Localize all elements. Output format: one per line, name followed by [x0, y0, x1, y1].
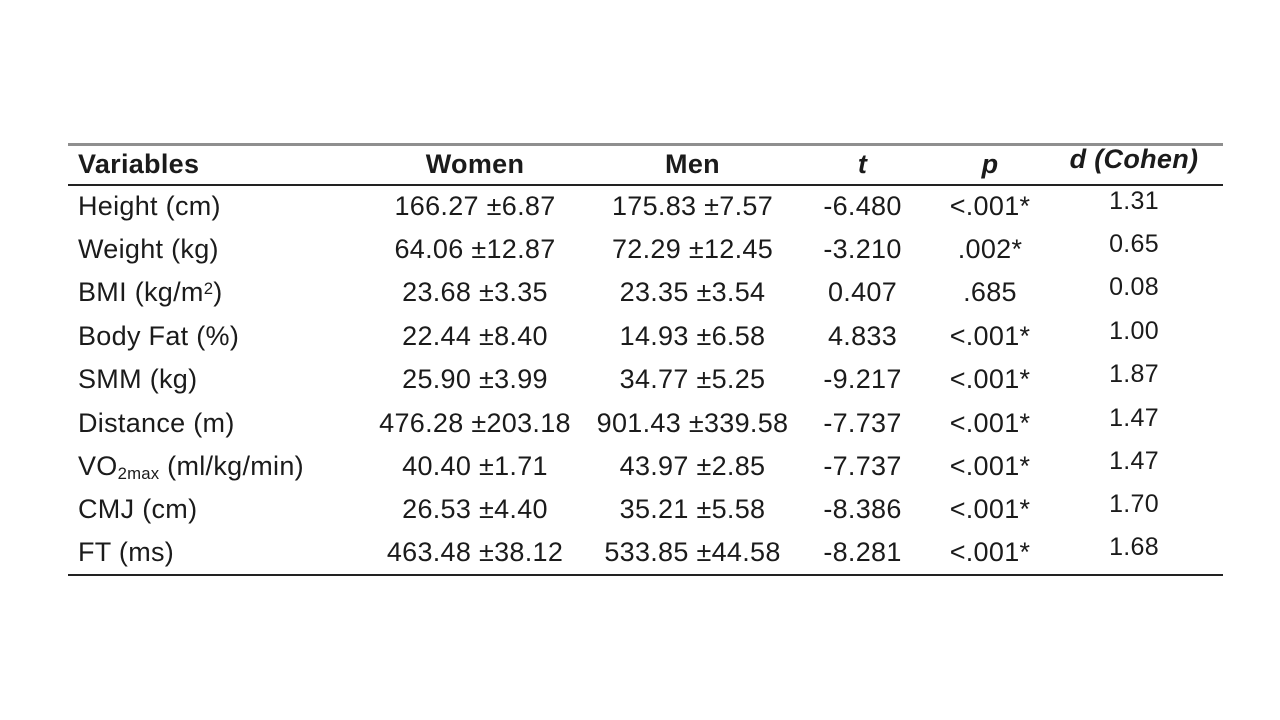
cell-variable: BMI (kg/m2): [68, 271, 355, 314]
cell-t: -7.737: [823, 451, 902, 482]
variable-text: Weight (kg): [78, 234, 219, 265]
column-header-variable: Variables: [78, 149, 200, 180]
cell-variable: SMM (kg): [68, 358, 355, 401]
variable-text: VO: [78, 451, 118, 482]
cell-variable: Body Fat (%): [68, 315, 355, 358]
cell-variable: CMJ (cm): [68, 488, 355, 531]
column-header-t: t: [857, 149, 868, 180]
cell-men: 901.43 ±339.58: [596, 407, 789, 438]
cell-men: 43.97 ±2.85: [619, 451, 766, 482]
cell-variable: VO2max (ml/kg/min): [68, 445, 355, 488]
cell-women: 166.27 ±6.87: [394, 191, 556, 222]
cell-t: 4.833: [827, 320, 898, 351]
table-row: Body Fat (%) 22.44 ±8.40 14.93 ±6.58 4.833 <…: [68, 315, 1223, 358]
cell-t: -7.737: [823, 407, 902, 438]
variable-text: Distance (m): [78, 407, 235, 438]
variable-text: (ml/kg/min): [159, 451, 304, 482]
variable-text: SMM (kg): [78, 364, 198, 395]
cell-p: <.001*: [949, 191, 1031, 222]
table-header: Variables Women Men t p d (Cohen): [68, 144, 1223, 185]
table-row: Distance (m) 476.28 ±203.18 901.43 ±339.58…: [68, 401, 1223, 444]
variable-text: Height (cm): [78, 191, 221, 222]
cell-women: 476.28 ±203.18: [379, 407, 571, 438]
cell-women: 463.48 ±38.12: [386, 537, 564, 568]
cell-men: 533.85 ±44.58: [604, 537, 781, 568]
variable-text: FT (ms): [78, 537, 175, 568]
cell-women: 64.06 ±12.87: [394, 234, 556, 265]
cell-p: <.001*: [949, 320, 1031, 351]
cell-d: 1.70: [1109, 490, 1159, 519]
cell-women: 40.40 ±1.71: [402, 451, 548, 482]
cell-d: 1.47: [1109, 403, 1159, 432]
cell-women: 26.53 ±4.40: [402, 494, 548, 525]
cell-d: 1.47: [1109, 447, 1159, 476]
variable-text: Body Fat (%): [78, 320, 240, 351]
table-row: SMM (kg) 25.90 ±3.99 34.77 ±5.25 -9.217 <.00…: [68, 358, 1223, 401]
cell-men: 72.29 ±12.45: [611, 234, 774, 265]
cell-p: <.001*: [949, 494, 1031, 525]
table-row: FT (ms) 463.48 ±38.12 533.85 ±44.58 -8.281 <…: [68, 532, 1223, 575]
cell-p: <.001*: [949, 407, 1031, 438]
cell-d: 1.68: [1109, 533, 1159, 562]
cell-t: 0.407: [827, 277, 898, 308]
table-body: Height (cm) 166.27 ±6.87 175.83 ±7.57 -6.48…: [68, 185, 1223, 576]
cell-variable: Weight (kg): [68, 228, 355, 271]
cell-p: <.001*: [949, 451, 1031, 482]
cell-men: 34.77 ±5.25: [619, 364, 766, 395]
cell-t: -8.281: [823, 537, 902, 568]
cell-d: 1.00: [1109, 316, 1159, 345]
statistics-table-container: Variables Women Men t p d (Cohen) Height (cm)…: [68, 143, 1223, 577]
cell-d: 1.31: [1109, 187, 1159, 216]
cell-women: 23.68 ±3.35: [402, 277, 548, 308]
variable-text: ): [213, 277, 223, 308]
cell-d: 0.08: [1109, 273, 1159, 302]
column-header-women: Women: [425, 149, 525, 180]
cell-women: 22.44 ±8.40: [402, 320, 548, 351]
cell-t: -6.480: [823, 191, 902, 222]
cell-men: 14.93 ±6.58: [619, 320, 766, 351]
column-header-p: p: [981, 149, 999, 180]
statistics-table: Variables Women Men t p d (Cohen) Height (cm)…: [68, 143, 1223, 577]
column-header-d: d (Cohen): [1069, 144, 1199, 175]
sup-text: 2: [203, 278, 214, 298]
cell-variable: Height (cm): [68, 185, 355, 228]
cell-p: <.001*: [949, 364, 1031, 395]
cell-t: -9.217: [823, 364, 902, 395]
cell-p: .685: [963, 277, 1017, 308]
table-header-row: Variables Women Men t p d (Cohen): [68, 144, 1223, 185]
cell-d: 1.87: [1109, 360, 1159, 389]
variable-text: CMJ (cm): [78, 494, 198, 525]
table-row: BMI (kg/m2) 23.68 ±3.35 23.35 ±3.54 0.407 .6…: [68, 271, 1223, 314]
table-row: CMJ (cm) 26.53 ±4.40 35.21 ±5.58 -8.386 <.00…: [68, 488, 1223, 531]
cell-men: 35.21 ±5.58: [619, 494, 766, 525]
cell-p: <.001*: [949, 537, 1031, 568]
column-header-men: Men: [665, 149, 720, 180]
table-row: Height (cm) 166.27 ±6.87 175.83 ±7.57 -6.48…: [68, 185, 1223, 228]
cell-women: 25.90 ±3.99: [402, 364, 548, 395]
cell-t: -3.210: [823, 234, 902, 265]
cell-men: 23.35 ±3.54: [619, 277, 766, 308]
table-row: Weight (kg) 64.06 ±12.87 72.29 ±12.45 -3.21…: [68, 228, 1223, 271]
cell-t: -8.386: [823, 494, 902, 525]
cell-variable: FT (ms): [68, 532, 355, 575]
table-row: VO2max (ml/kg/min) 40.40 ±1.71 43.97 ±2.85…: [68, 445, 1223, 488]
cell-variable: Distance (m): [68, 401, 355, 444]
cell-men: 175.83 ±7.57: [611, 191, 774, 222]
sub-text: 2max: [117, 463, 160, 483]
cell-d: 0.65: [1109, 230, 1159, 259]
variable-text: BMI (kg/m: [78, 277, 204, 308]
cell-p: .002*: [957, 234, 1023, 265]
